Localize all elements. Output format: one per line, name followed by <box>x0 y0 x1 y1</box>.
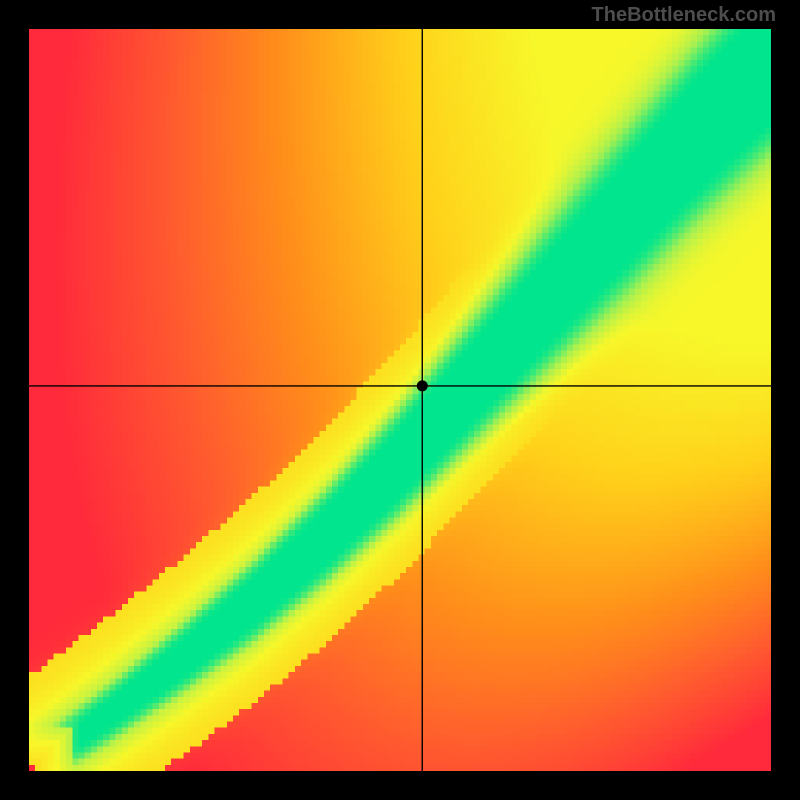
watermark-text: TheBottleneck.com <box>592 4 776 27</box>
chart-container: TheBottleneck.com <box>0 0 800 800</box>
crosshair-marker <box>417 380 428 391</box>
crosshair-overlay <box>29 29 771 771</box>
